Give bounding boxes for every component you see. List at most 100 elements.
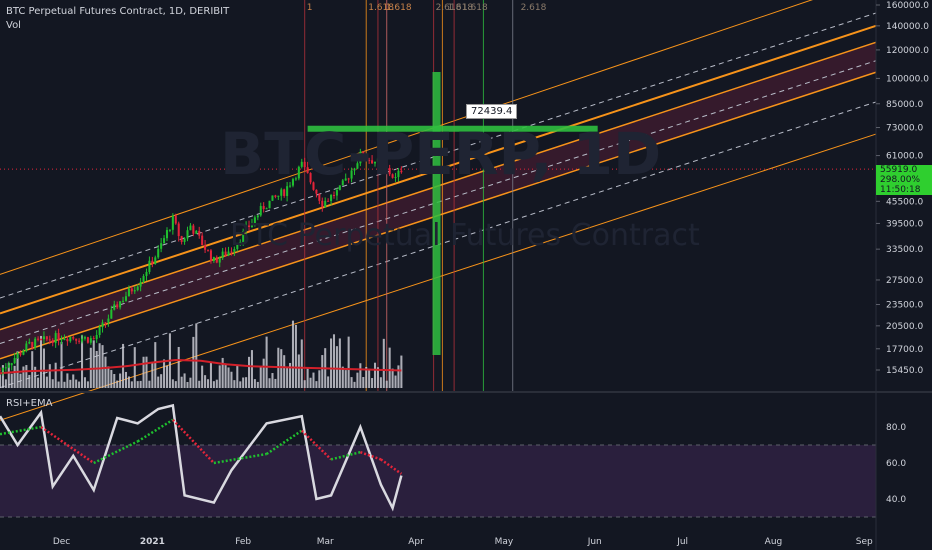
candle-body [359,151,362,164]
volume-bar [221,357,224,388]
volume-bar [57,381,60,388]
candle-body [379,158,382,161]
rsi-ema-segment [137,418,174,443]
volume-bar [289,362,292,388]
candle-body [66,338,69,342]
volume-bar [165,365,169,388]
candle-body [265,208,268,210]
rsi-band-fill [0,445,876,517]
candle-body [397,170,400,178]
candle-body [186,230,189,239]
target-marker-layer [307,72,598,355]
candle-body [163,238,166,244]
candle-body [63,338,66,340]
volume-bar [250,350,253,388]
candle-body [365,158,368,160]
candle-body [124,296,128,301]
candle-body [206,249,210,251]
candle-body [78,340,81,342]
candle-body [347,178,350,180]
rsi-tick-label: 60.0 [886,459,906,469]
rsi-ema-segment [213,452,267,465]
volume-bar [373,362,377,388]
volume-bar [34,366,37,388]
rsi-title: RSI+EMA [6,398,53,409]
candle-body [312,182,315,190]
rsi-ema-segment [300,429,332,461]
volume-bar [303,380,306,388]
candle-body [248,225,251,228]
volume-bar [163,359,166,388]
volume-bar [198,380,201,388]
candle-body [113,304,116,310]
candle-body [371,160,374,164]
rsi-ema-segment [93,440,139,465]
current-price-change: 298.00% [880,175,921,185]
volume-bar [22,366,25,388]
candle-body [195,230,198,234]
candle-body [110,309,113,319]
rsi-ema-segment [380,458,403,475]
candle-body [145,271,148,276]
candle-body [72,337,75,339]
candle-body [253,217,256,224]
candle-body [1,367,4,371]
candle-body [86,337,89,343]
current-price-countdown: 11:50:18 [880,185,921,195]
volume-bar [242,377,245,388]
volume-bar [327,376,330,388]
volume-bar [16,351,19,388]
candle-body [107,318,110,323]
candle-body [57,333,60,341]
candle-body [350,170,353,179]
volume-bar [154,342,157,388]
rsi-ema-segment [40,425,95,465]
fib-time-label-6: 2.618 [521,3,547,13]
candle-body [400,170,403,173]
volume-bar [291,320,295,388]
volume-bar [321,355,324,388]
price-tick-label: 73000.0 [886,124,923,134]
candle-body [373,161,377,164]
rsi-ema-segment [0,425,42,436]
rsi-ema-segment [171,418,215,464]
price-tick-label: 17700.0 [886,345,923,355]
candle-body [324,200,327,208]
candle-body [215,257,218,263]
volume-bar [350,377,353,388]
candle-body [268,200,271,209]
volume-bar [362,377,365,388]
candle-body [218,258,221,263]
time-tick-label: May [495,537,514,547]
candle-body [236,243,239,250]
volume-bar [368,368,371,388]
candle-body [300,161,303,167]
time-tick-label: Aug [765,537,783,547]
volume-bar [72,374,75,388]
candle-body [362,151,365,159]
fib-time-label-1: 1.618 [368,3,394,13]
rsi-layer [0,403,876,518]
volume-bar [142,356,145,388]
volume-bar [60,341,63,388]
candle-body [122,300,125,302]
candle-body [180,236,183,242]
candle-body [189,225,192,231]
candle-body [101,322,104,328]
price-tick-label: 45500.0 [886,197,923,207]
volume-bar [262,358,265,388]
volume-bar [113,374,116,388]
candle-body [274,195,277,197]
candle-body [242,231,245,243]
candle-body [198,230,201,236]
volume-bar [309,377,312,388]
candle-body [330,194,333,202]
time-tick-label: Feb [235,537,251,547]
volume-bar [353,381,356,388]
candle-body [230,251,233,253]
volume-bar [371,378,374,388]
price-tick-label: 100000.0 [886,74,929,84]
volume-bar [28,374,31,388]
candle-body [291,179,295,186]
